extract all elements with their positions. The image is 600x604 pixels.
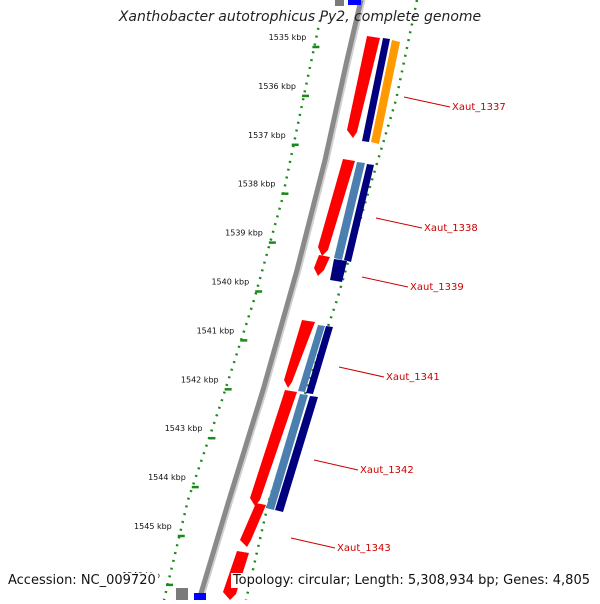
kbp-label: 1535 kbp (269, 33, 307, 42)
gene-xaut-1341-steelblue (298, 325, 325, 392)
gene-xaut-1339-navy (330, 259, 347, 282)
kbp-label: 1540 kbp (211, 278, 249, 287)
gene-label-xaut-1341: Xaut_1341 (386, 372, 440, 383)
kbp-label: 1537 kbp (248, 131, 286, 140)
gene-label-xaut-1342: Xaut_1342 (360, 465, 414, 476)
leader-line-xaut-1341 (338, 366, 385, 378)
outer-dotted-ring (162, 19, 322, 601)
gene-xaut-1338-steelblue (334, 162, 365, 260)
gene-label-xaut-1337: Xaut_1337 (452, 102, 506, 113)
leader-line-xaut-1342 (313, 459, 359, 471)
gene-xaut-1341-red (284, 320, 315, 388)
gene-xaut-1338-red (318, 159, 355, 256)
accession-text: Accession: NC_009720 (6, 573, 158, 588)
genome-backbone (196, 0, 364, 601)
kbp-label: 1538 kbp (238, 180, 276, 189)
kbp-label: 1539 kbp (225, 229, 263, 238)
genome-title: Xanthobacter autotrophicus Py2, complete… (118, 9, 482, 25)
gene-label-xaut-1339: Xaut_1339 (410, 282, 464, 293)
gene-label-xaut-1343: Xaut_1343 (337, 543, 391, 554)
gene-xaut-1342-navy (275, 396, 318, 512)
gene-xaut-1337-navy (362, 38, 390, 142)
gene-label-xaut-1338: Xaut_1338 (424, 223, 478, 234)
genome-backbone-shadow (200, 0, 366, 601)
topology-text: Topology: circular; Length: 5,308,934 bp… (230, 573, 592, 588)
kbp-label: 1543 kbp (165, 424, 203, 433)
kbp-label: 1544 kbp (148, 473, 186, 482)
bottom-grey-feature (176, 588, 188, 602)
top-blue-feature (348, 0, 361, 5)
leader-line-xaut-1337 (403, 96, 451, 108)
gene-xaut-1337-orange (371, 40, 400, 144)
kbp-label: 1545 kbp (134, 522, 172, 531)
leader-line-xaut-1338 (375, 217, 423, 229)
gene-xaut-1337-red (347, 36, 380, 138)
gene-xaut-1342-steelblue (266, 394, 308, 510)
gene-xaut-1342-red (250, 390, 297, 506)
kbp-label: 1536 kbp (258, 82, 296, 91)
gene-xaut-1338-navy (344, 164, 374, 262)
gene-xaut-1343-red (240, 503, 266, 547)
top-grey-feature (335, 0, 344, 6)
gene-xaut-1341-navy (306, 326, 333, 394)
kbp-label: 1541 kbp (197, 326, 235, 335)
leader-line-xaut-1343 (290, 537, 336, 549)
gene-xaut-1339-red (314, 255, 330, 276)
kbp-label: 1542 kbp (181, 375, 219, 384)
bottom-blue-feature (194, 593, 206, 603)
leader-line-xaut-1339 (361, 276, 409, 288)
